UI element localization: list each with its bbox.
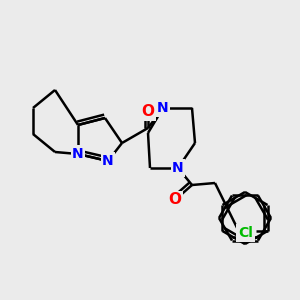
Text: O: O [142, 104, 154, 119]
Text: N: N [72, 147, 84, 161]
Text: O: O [169, 193, 182, 208]
Text: N: N [157, 101, 169, 115]
Text: N: N [172, 161, 184, 175]
Text: Cl: Cl [238, 226, 253, 240]
Text: N: N [102, 154, 114, 168]
